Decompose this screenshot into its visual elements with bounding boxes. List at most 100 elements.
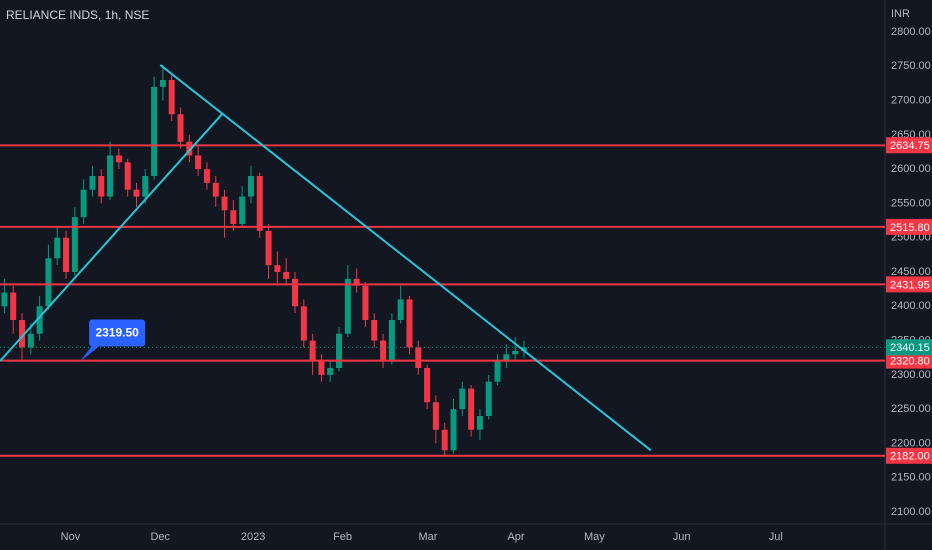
candle-body	[459, 388, 466, 410]
candle-body	[388, 320, 395, 362]
candle-body	[115, 155, 122, 163]
candle-body	[159, 80, 166, 87]
candle-body	[221, 196, 228, 211]
last-price-label-bg	[886, 339, 932, 356]
candle-body	[415, 347, 422, 368]
candle-body	[124, 162, 131, 190]
chart-title: RELIANCE INDS, 1h, NSE	[6, 8, 149, 22]
candle-body	[133, 189, 140, 197]
candle-body	[142, 176, 149, 197]
level-label-bg	[886, 218, 932, 235]
x-tick-label: Dec	[150, 531, 170, 543]
candle-body	[494, 361, 501, 382]
candle-body	[45, 258, 52, 307]
trend-line	[159, 64, 652, 452]
candle-body	[424, 368, 431, 403]
candle-body	[371, 320, 378, 341]
candle-body	[344, 278, 351, 334]
y-tick-label: 2150.00	[891, 472, 931, 484]
candle-body	[168, 80, 175, 115]
candle-body	[36, 306, 43, 334]
candle-body	[476, 416, 483, 430]
last-price-label: 2340.15	[890, 342, 930, 354]
candle-body	[203, 169, 210, 183]
candle-body	[336, 333, 343, 368]
x-tick-label: May	[584, 531, 605, 543]
candle-body	[300, 306, 307, 341]
candle-body	[10, 292, 17, 320]
candle-body	[362, 285, 369, 320]
level-label-bg	[886, 352, 932, 369]
candle-body	[380, 340, 387, 362]
candle-body	[19, 320, 26, 348]
x-tick-label: Jun	[673, 531, 691, 543]
trend-line	[0, 113, 223, 362]
candle-body	[520, 347, 527, 351]
candle-body	[1, 292, 8, 307]
level-label-bg	[886, 276, 932, 293]
candle-body	[397, 299, 404, 320]
y-tick-label: 2200.00	[891, 437, 931, 449]
candle-body	[318, 361, 325, 375]
candle-body	[468, 388, 475, 430]
candle-body	[247, 176, 254, 197]
y-tick-label: 2400.00	[891, 300, 931, 312]
callout-pointer	[80, 345, 101, 362]
candle-body	[309, 340, 316, 362]
y-tick-label: 2250.00	[891, 403, 931, 415]
candle-body	[80, 189, 87, 218]
y-tick-label: 2450.00	[891, 266, 931, 278]
x-tick-label: Apr	[507, 531, 524, 543]
y-tick-label: 2750.00	[891, 60, 931, 72]
candle-body	[151, 86, 158, 176]
level-label-bg	[886, 447, 932, 464]
y-tick-label: 2700.00	[891, 94, 931, 106]
candle-body	[274, 265, 281, 272]
level-label: 2320.80	[890, 356, 930, 368]
candle-body	[177, 114, 184, 142]
x-tick-label: Jul	[769, 531, 783, 543]
currency: INR	[891, 8, 910, 20]
candle-body	[186, 141, 193, 156]
candle-body	[98, 176, 105, 197]
candle-body	[71, 217, 78, 272]
candle-body	[283, 272, 290, 279]
callout-box	[89, 319, 146, 347]
level-label: 2431.95	[890, 279, 930, 291]
candle-body	[256, 176, 263, 231]
x-tick-label: Nov	[61, 531, 81, 543]
candle-body	[212, 182, 219, 197]
y-tick-label: 2800.00	[891, 26, 931, 38]
level-label-bg	[886, 137, 932, 154]
y-tick-label: 2100.00	[891, 506, 931, 518]
candle-body	[512, 350, 519, 355]
candle-body	[63, 237, 70, 272]
candle-body	[485, 381, 492, 416]
callout-label: 2319.50	[95, 326, 139, 340]
candle-body	[89, 176, 96, 190]
candle-body	[195, 155, 202, 170]
x-tick-label: Mar	[418, 531, 437, 543]
level-label: 2634.75	[890, 140, 930, 152]
x-tick-label: Feb	[333, 531, 352, 543]
level-label: 2515.80	[890, 222, 930, 234]
candle-body	[353, 278, 360, 286]
y-tick-label: 2600.00	[891, 163, 931, 175]
x-tick-label: 2023	[241, 531, 265, 543]
candle-body	[265, 230, 272, 266]
candle-body	[503, 354, 510, 362]
candle-body	[107, 155, 114, 197]
y-tick-label: 2300.00	[891, 369, 931, 381]
candle-body	[239, 196, 246, 224]
candle-body	[406, 299, 413, 348]
candle-body	[292, 278, 298, 307]
candle-body	[27, 333, 34, 348]
candle-body	[432, 402, 439, 430]
candle-body	[450, 409, 457, 451]
level-label: 2182.00	[890, 451, 930, 463]
y-tick-label: 2550.00	[891, 197, 931, 209]
candle-body	[327, 368, 334, 375]
candle-body	[441, 429, 448, 451]
